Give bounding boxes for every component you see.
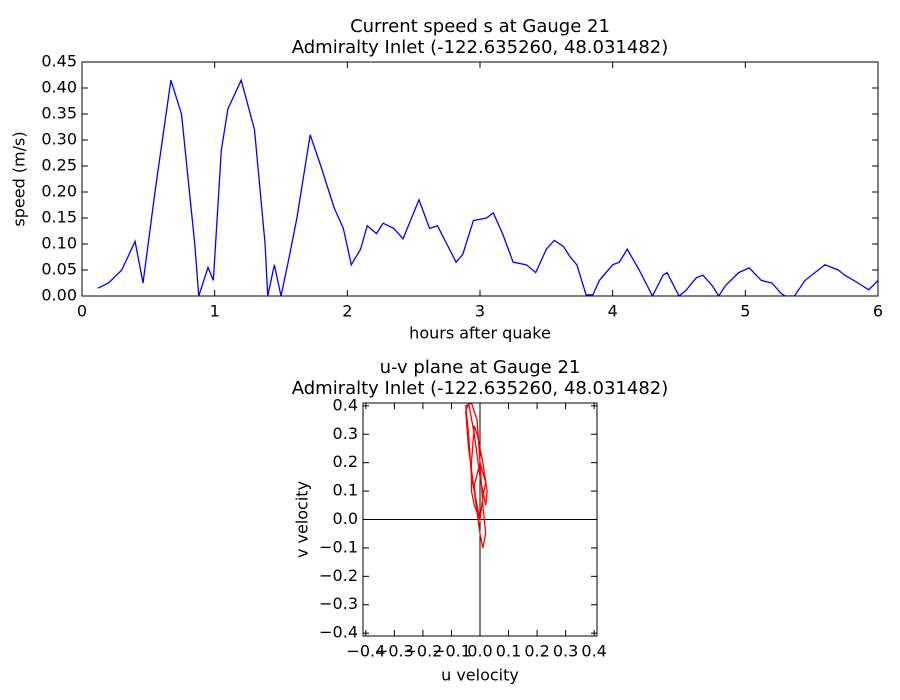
x-tick-label: 0.4 (581, 642, 606, 661)
y-tick-label: 0.15 (41, 208, 77, 227)
y-tick-label: 0.40 (41, 78, 77, 97)
y-tick-label: 0.00 (41, 286, 77, 305)
y-tick-label: −0.4 (319, 623, 358, 642)
y-tick-label: 0.35 (41, 104, 77, 123)
x-tick-label: 5 (740, 302, 750, 321)
y-tick-label: 0.45 (41, 52, 77, 71)
x-tick-label: 6 (873, 302, 883, 321)
x-tick-label: −0.2 (403, 642, 442, 661)
chart-subtitle: Admiralty Inlet (-122.635260, 48.031482) (292, 378, 669, 399)
x-tick-label: 3 (475, 302, 485, 321)
x-tick-label: 0.3 (553, 642, 578, 661)
y-tick-label: −0.1 (319, 537, 358, 556)
x-axis-label: hours after quake (409, 324, 551, 343)
x-tick-label: −0.4 (346, 642, 385, 661)
y-tick-label: 0.0 (333, 509, 358, 528)
plot-frame (81, 61, 879, 297)
y-tick-label: 0.30 (41, 130, 77, 149)
y-tick-label: 0.25 (41, 156, 77, 175)
chart-subtitle: Admiralty Inlet (-122.635260, 48.031482) (292, 37, 669, 58)
x-tick-label: 0.0 (467, 642, 492, 661)
x-tick-label: 0.1 (496, 642, 521, 661)
data-line (465, 403, 488, 549)
plot-frame (362, 402, 598, 637)
y-tick-label: 0.20 (41, 182, 77, 201)
data-line (97, 78, 878, 296)
y-tick-label: 0.4 (333, 395, 358, 414)
x-tick-label: 0 (77, 302, 87, 321)
chart-title: u-v plane at Gauge 21 (380, 357, 581, 378)
x-tick-label: −0.1 (432, 642, 471, 661)
y-tick-label: 0.10 (41, 234, 77, 253)
y-tick-label: −0.2 (319, 566, 358, 585)
y-tick-label: 0.2 (333, 452, 358, 471)
y-axis-label: v velocity (293, 481, 312, 558)
y-tick-label: 0.1 (333, 481, 358, 500)
y-axis-label: speed (m/s) (10, 131, 29, 226)
y-tick-label: 0.05 (41, 260, 77, 279)
y-tick-label: −0.3 (319, 594, 358, 613)
x-tick-label: 0.2 (524, 642, 549, 661)
x-tick-label: −0.3 (375, 642, 414, 661)
x-axis-label: u velocity (441, 666, 519, 685)
x-tick-label: 1 (210, 302, 220, 321)
y-tick-label: 0.3 (333, 424, 358, 443)
chart-title: Current speed s at Gauge 21 (350, 16, 610, 37)
x-tick-label: 2 (342, 302, 352, 321)
x-tick-label: 4 (608, 302, 618, 321)
